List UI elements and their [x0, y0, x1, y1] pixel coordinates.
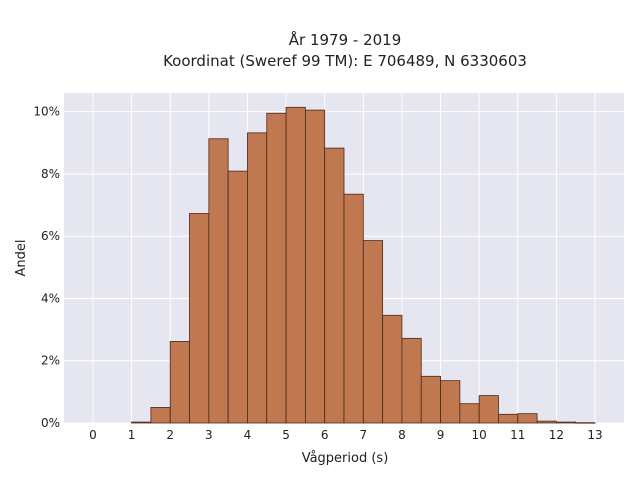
histogram-bar: [247, 132, 268, 424]
y-axis-label: Andel: [14, 240, 29, 277]
histogram-bar: [131, 421, 152, 424]
histogram-bar: [189, 213, 210, 424]
x-tick-label: 3: [205, 428, 213, 442]
histogram-bar: [401, 337, 422, 424]
y-tick-label: 8%: [41, 167, 60, 181]
y-tick-label: 6%: [41, 229, 60, 243]
histogram-bar: [285, 106, 306, 424]
x-tick-label: 1: [128, 428, 136, 442]
x-tick-label: 9: [437, 428, 445, 442]
histogram-bar: [420, 375, 441, 424]
x-tick-label: 13: [587, 428, 602, 442]
histogram-bar: [169, 341, 190, 424]
histogram-bar: [536, 420, 557, 424]
x-axis-label: Vågperiod (s): [302, 451, 389, 466]
histogram-bar: [362, 240, 384, 424]
histogram-bar: [440, 380, 461, 424]
x-axis-ticks: 0 1 2 3 4 5 6 7 8 9 10 11 12 13: [89, 428, 603, 442]
x-tick-label: 10: [472, 428, 487, 442]
histogram-bar: [343, 193, 364, 424]
histogram-bar: [208, 138, 229, 424]
chart-subtitle: Koordinat (Sweref 99 TM): E 706489, N 63…: [163, 52, 527, 70]
histogram-bar: [382, 314, 403, 424]
y-axis-ticks: 0% 2% 4% 6% 8% 10%: [33, 105, 60, 430]
bars: [131, 106, 596, 424]
x-tick-label: 4: [244, 428, 252, 442]
x-tick-label: 8: [398, 428, 406, 442]
histogram-bar: [324, 147, 345, 424]
histogram-bar: [150, 407, 171, 424]
histogram-bar: [556, 421, 577, 424]
histogram-bar: [266, 112, 287, 424]
y-tick-label: 10%: [33, 105, 60, 119]
histogram-bar: [575, 422, 596, 424]
histogram-bar: [227, 170, 248, 424]
histogram-bar: [478, 395, 499, 424]
x-tick-label: 0: [89, 428, 97, 442]
histogram-bar: [304, 109, 326, 424]
chart-title: År 1979 - 2019: [289, 30, 402, 49]
y-tick-label: 2%: [41, 354, 60, 368]
histogram-bar: [498, 413, 519, 424]
y-tick-label: 4%: [41, 291, 60, 305]
histogram-bar: [517, 413, 538, 424]
histogram-bar: [459, 403, 480, 424]
x-tick-label: 12: [549, 428, 564, 442]
x-tick-label: 7: [359, 428, 367, 442]
y-tick-label: 0%: [41, 416, 60, 430]
x-tick-label: 5: [282, 428, 290, 442]
x-tick-label: 6: [321, 428, 329, 442]
x-tick-label: 2: [166, 428, 174, 442]
x-tick-label: 11: [510, 428, 525, 442]
